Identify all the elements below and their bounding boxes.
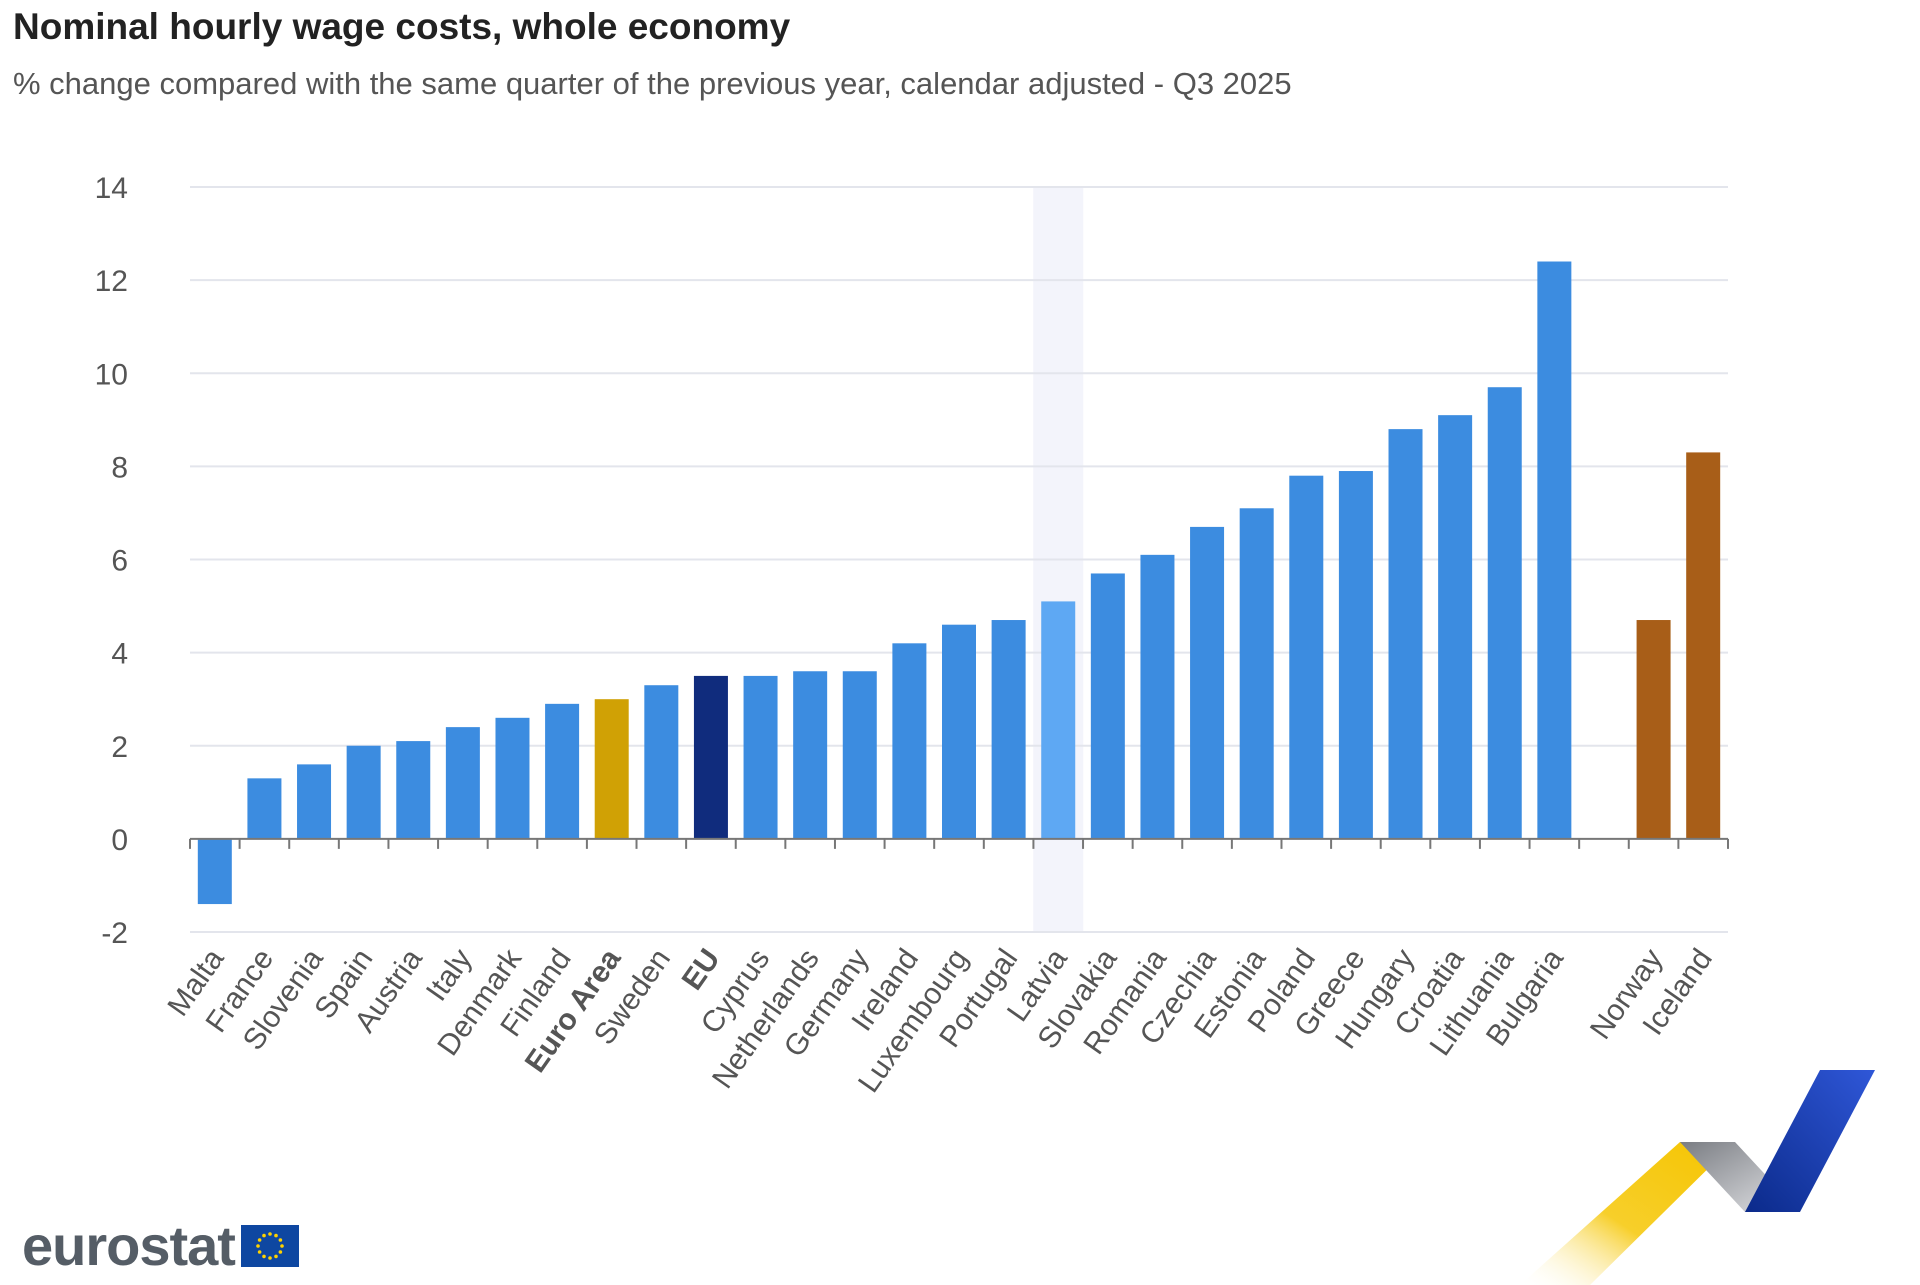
flag-star: [274, 1233, 278, 1237]
flag-star: [256, 1243, 260, 1248]
axis-layer: [189, 837, 1729, 849]
flag-star: [257, 1237, 262, 1242]
bar-slovenia: [297, 764, 332, 839]
bar-iceland: [1686, 452, 1721, 839]
eurostat-logo: eurostat: [22, 1213, 299, 1278]
bar-lithuania: [1487, 387, 1522, 839]
bar-euro-area: [594, 699, 629, 839]
bar-estonia: [1239, 508, 1274, 839]
eurostat-ribbon-icon: [1520, 1070, 1875, 1285]
eurostat-wordmark: eurostat: [22, 1214, 236, 1277]
bar-layer: [197, 261, 1721, 905]
bar-croatia: [1438, 415, 1473, 839]
bar-france: [247, 778, 282, 839]
flag-star: [262, 1233, 266, 1237]
bar-hungary: [1388, 429, 1423, 839]
y-tick-label: 10: [95, 358, 128, 391]
bar-malta: [197, 838, 232, 905]
bar-italy: [445, 727, 480, 839]
bar-latvia: [1041, 601, 1076, 839]
flag-star: [268, 1255, 272, 1260]
flag-star: [278, 1237, 283, 1242]
bar-germany: [842, 671, 877, 839]
bar-poland: [1289, 475, 1324, 839]
bar-austria: [396, 741, 431, 839]
bar-finland: [545, 703, 580, 839]
bar-norway: [1636, 620, 1671, 839]
bar-bulgaria: [1537, 261, 1572, 839]
bar-eu: [693, 675, 728, 839]
bar-cyprus: [743, 675, 778, 839]
chart-subtitle: % change compared with the same quarter …: [13, 66, 1292, 101]
bar-sweden: [644, 685, 679, 839]
eu-flag-icon: [240, 1224, 299, 1267]
bar-luxembourg: [942, 624, 976, 839]
bar-netherlands: [793, 671, 828, 839]
y-tick-label: 2: [111, 731, 128, 764]
bar-portugal: [991, 620, 1026, 839]
y-tick-label: 14: [95, 172, 128, 205]
category-label-layer: MaltaFranceSloveniaSpainAustriaItalyDenm…: [161, 942, 1718, 1098]
y-tick-label: 4: [111, 638, 128, 671]
ribbon-yellow: [1520, 1142, 1735, 1285]
y-tick-label: 6: [111, 545, 128, 578]
chart-title: Nominal hourly wage costs, whole economy: [13, 6, 791, 47]
y-tick-label: 12: [95, 265, 128, 298]
bar-ireland: [892, 643, 927, 839]
flag-star: [274, 1254, 278, 1258]
y-tick-label: -2: [101, 917, 128, 950]
flag-star: [268, 1231, 272, 1236]
flag-star: [278, 1249, 283, 1254]
bar-spain: [346, 745, 381, 839]
flag-star: [262, 1254, 266, 1258]
bar-greece: [1338, 471, 1373, 839]
bar-slovakia: [1090, 573, 1125, 839]
bar-romania: [1140, 554, 1175, 839]
bar-denmark: [495, 717, 530, 839]
y-tick-label: 0: [111, 824, 128, 857]
flag-star: [280, 1243, 284, 1248]
y-tick-label: 8: [111, 451, 128, 484]
ribbon-blue: [1745, 1070, 1875, 1212]
bar-czechia: [1190, 526, 1225, 839]
flag-star: [257, 1249, 262, 1254]
